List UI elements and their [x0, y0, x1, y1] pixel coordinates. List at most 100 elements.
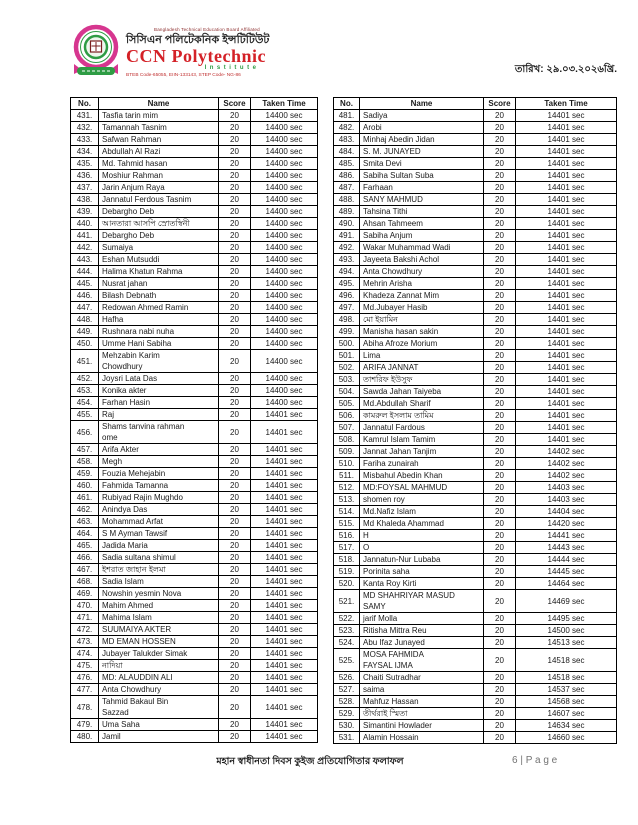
- row-number: 497.: [333, 301, 360, 314]
- row-number: 462.: [70, 503, 99, 516]
- score-value: 20: [483, 217, 516, 230]
- taken-time: 14401 sec: [250, 718, 318, 731]
- row-number: 467.: [70, 563, 99, 576]
- table-row: 486. Sabiha Sultan Suba 20 14401 sec: [333, 169, 617, 182]
- page-number: 6 | P a g e: [512, 755, 558, 766]
- row-number: 443.: [70, 253, 99, 266]
- row-number: 466.: [70, 551, 99, 564]
- score-value: 20: [218, 467, 251, 480]
- taken-time: 14400 sec: [250, 109, 318, 122]
- taken-time: 14400 sec: [250, 181, 318, 194]
- student-name: Misbahul Abedin Khan: [359, 469, 484, 482]
- student-name: Jamil: [98, 730, 219, 743]
- table-row: 449. Rushnara nabi nuha 20 14400 sec: [70, 325, 318, 338]
- table-row: 511. Misbahul Abedin Khan 20 14402 sec: [333, 469, 617, 482]
- table-row: 483. Minhaj Abedin Jidan 20 14401 sec: [333, 133, 617, 146]
- student-name: Jarin Anjum Raya: [98, 181, 219, 194]
- score-value: 20: [483, 636, 516, 649]
- table-row: 506. কামরুল ইসলাম তামিম 20 14401 sec: [333, 409, 617, 422]
- row-number: 489.: [333, 205, 360, 218]
- score-value: 20: [218, 301, 251, 314]
- student-name: Anindya Das: [98, 503, 219, 516]
- row-number: 529.: [333, 707, 360, 720]
- score-value: 20: [483, 719, 516, 732]
- left-table-body: 431. Tasfia tarin mim 20 14400 sec 432. Taman…: [70, 109, 318, 743]
- table-row: 503. তাশরিফ ইউসুফ 20 14401 sec: [333, 373, 617, 386]
- taken-time: 14401 sec: [515, 385, 617, 398]
- score-value: 20: [218, 599, 251, 612]
- row-number: 506.: [333, 409, 360, 422]
- score-value: 20: [483, 421, 516, 434]
- student-name: Sawda Jahan Taiyeba: [359, 385, 484, 398]
- table-row: 501. Lima 20 14401 sec: [333, 349, 617, 362]
- column-header-score: Score: [218, 97, 251, 110]
- taken-time: 14400 sec: [250, 349, 318, 373]
- table-row: 523. Ritisha Mittra Reu 20 14500 sec: [333, 624, 617, 637]
- table-row: 529. তীর্থরাই স্মিতা 20 14607 sec: [333, 707, 617, 720]
- taken-time: 14400 sec: [250, 372, 318, 385]
- student-name: Fouzia Mehejabin: [98, 467, 219, 480]
- score-value: 20: [218, 611, 251, 624]
- taken-time: 14401 sec: [515, 241, 617, 254]
- table-row: 474. Jubayer Talukder Simak 20 14401 sec: [70, 647, 318, 660]
- student-name: Mahfuz Hassan: [359, 695, 484, 708]
- table-row: 445. Nusrat jahan 20 14400 sec: [70, 277, 318, 290]
- right-table-body: 481. Sadiya 20 14401 sec 482. Arobi 20 14401 se…: [333, 109, 617, 744]
- taken-time: 14400 sec: [250, 205, 318, 218]
- taken-time: 14401 sec: [250, 635, 318, 648]
- student-name: আনতারা আসপি স্রোতস্বিনী: [98, 217, 219, 230]
- student-name: MD:FOYSAL MAHMUD: [359, 481, 484, 494]
- table-row: 476. MD: ALAUDDIN ALI 20 14401 sec: [70, 671, 318, 684]
- row-number: 508.: [333, 433, 360, 446]
- score-value: 20: [483, 265, 516, 278]
- row-number: 522.: [333, 612, 360, 625]
- score-value: 20: [483, 457, 516, 470]
- row-number: 469.: [70, 587, 99, 600]
- taken-time: 14400 sec: [250, 337, 318, 350]
- score-value: 20: [218, 515, 251, 528]
- student-name: Smita Devi: [359, 157, 484, 170]
- taken-time: 14401 sec: [515, 313, 617, 326]
- score-value: 20: [483, 349, 516, 362]
- student-name: S. M. JUNAYED: [359, 145, 484, 158]
- student-name: Jadida Maria: [98, 539, 219, 552]
- taken-time: 14401 sec: [250, 551, 318, 564]
- row-number: 435.: [70, 157, 99, 170]
- score-value: 20: [483, 481, 516, 494]
- student-name: Minhaj Abedin Jidan: [359, 133, 484, 146]
- table-row: 487. Farhaan 20 14401 sec: [333, 181, 617, 194]
- taken-time: 14403 sec: [515, 481, 617, 494]
- row-number: 499.: [333, 325, 360, 338]
- student-name: Tasfia tarin mim: [98, 109, 219, 122]
- student-name: Fariha zunairah: [359, 457, 484, 470]
- score-value: 20: [483, 683, 516, 696]
- taken-time: 14607 sec: [515, 707, 617, 720]
- row-number: 460.: [70, 479, 99, 492]
- table-row: 473. MD EMAN HOSSEN 20 14401 sec: [70, 635, 318, 648]
- row-number: 528.: [333, 695, 360, 708]
- student-name: SUUMAIYA AKTER: [98, 623, 219, 636]
- row-number: 513.: [333, 493, 360, 506]
- row-number: 520.: [333, 577, 360, 590]
- student-name: মো ইয়ামিন: [359, 313, 484, 326]
- score-value: 20: [218, 683, 251, 696]
- row-number: 483.: [333, 133, 360, 146]
- score-value: 20: [483, 624, 516, 637]
- row-number: 523.: [333, 624, 360, 637]
- score-value: 20: [218, 730, 251, 743]
- score-value: 20: [218, 229, 251, 242]
- table-row: 498. মো ইয়ামিন 20 14401 sec: [333, 313, 617, 326]
- taken-time: 14400 sec: [250, 169, 318, 182]
- taken-time: 14402 sec: [515, 469, 617, 482]
- score-value: 20: [483, 385, 516, 398]
- student-name: Jannatun-Nur Lubaba: [359, 553, 484, 566]
- score-value: 20: [218, 205, 251, 218]
- table-row: 462. Anindya Das 20 14401 sec: [70, 503, 318, 516]
- taken-time: 14400 sec: [250, 325, 318, 338]
- score-value: 20: [218, 420, 251, 444]
- table-row: 434. Abdullah Al Razi 20 14400 sec: [70, 145, 318, 158]
- student-name: ARIFA JANNAT: [359, 361, 484, 374]
- row-number: 480.: [70, 730, 99, 743]
- footer-title: মহান স্বাধীনতা দিবস কুইজ প্রতিযোগিতার ফল…: [216, 756, 404, 767]
- student-name: Mahima Islam: [98, 611, 219, 624]
